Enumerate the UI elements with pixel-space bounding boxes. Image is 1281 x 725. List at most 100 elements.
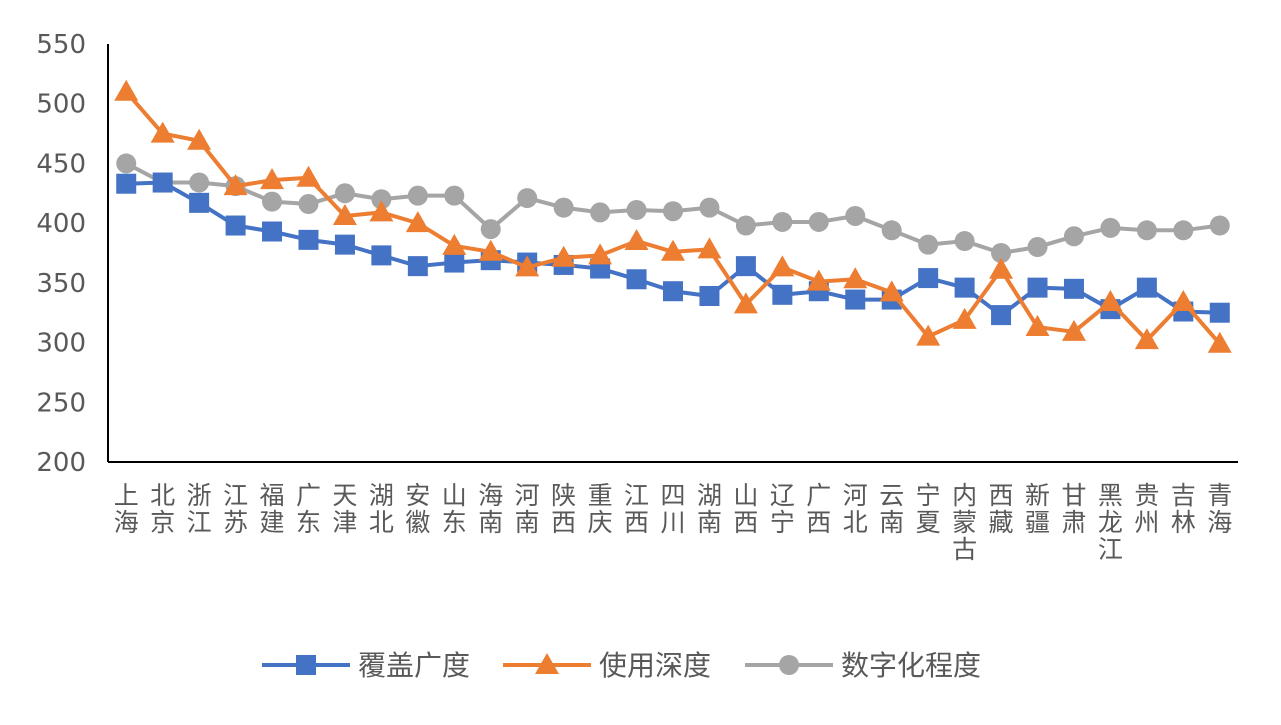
data-point	[189, 172, 210, 193]
data-point	[806, 269, 831, 291]
data-point	[334, 183, 355, 204]
data-point	[116, 153, 137, 174]
data-point	[590, 202, 611, 223]
data-point	[772, 284, 793, 305]
data-point	[697, 237, 722, 259]
data-point	[845, 289, 866, 310]
data-point	[1063, 278, 1084, 299]
y-tick-label: 500	[36, 90, 86, 120]
data-point	[952, 307, 977, 329]
x-tick-label: 吉林	[1171, 481, 1196, 537]
x-axis-ticks: 上海北京浙江江苏福建广东天津湖北安徽山东海南河南陕西重庆江西四川湖南山西辽宁广西…	[114, 481, 1233, 564]
legend-label: 覆盖广度	[358, 649, 470, 682]
legend-item: 使用深度	[503, 649, 711, 682]
data-point	[407, 256, 428, 277]
data-point	[332, 203, 357, 225]
data-point	[517, 188, 538, 209]
data-point	[369, 200, 394, 222]
data-point	[1207, 331, 1232, 353]
data-point	[152, 172, 173, 193]
data-point	[735, 256, 756, 277]
data-point	[1171, 289, 1196, 311]
y-tick-label: 350	[36, 269, 86, 299]
data-point	[954, 231, 975, 252]
data-point	[1209, 302, 1230, 323]
data-point	[588, 243, 613, 265]
data-point	[262, 191, 283, 212]
x-tick-label: 江苏	[223, 481, 248, 537]
data-point	[1025, 315, 1050, 337]
x-tick-label: 安徽	[405, 481, 430, 537]
data-point	[187, 128, 212, 150]
legend-label: 数字化程度	[841, 649, 981, 682]
data-point	[733, 292, 758, 314]
data-point	[1063, 226, 1084, 247]
data-point	[114, 79, 139, 101]
legend: 覆盖广度 使用深度 数字化程度	[262, 649, 981, 682]
data-point	[989, 257, 1014, 279]
x-tick-label: 山东	[442, 481, 467, 537]
y-tick-label: 300	[36, 329, 86, 359]
data-point	[371, 245, 392, 266]
data-point	[843, 267, 868, 289]
x-tick-label: 陕西	[551, 481, 576, 537]
data-point	[262, 221, 283, 242]
data-point	[1136, 220, 1157, 241]
x-tick-label: 北京	[150, 481, 175, 537]
data-point	[770, 255, 795, 277]
data-point	[845, 205, 866, 226]
data-point	[661, 239, 685, 261]
y-axis-ticks: 200 250 300 350 400 450 500 550	[36, 30, 86, 478]
legend-marker	[535, 653, 559, 674]
x-tick-label: 重庆	[588, 481, 613, 537]
data-point	[150, 121, 175, 143]
data-point	[405, 211, 430, 233]
data-point	[478, 239, 503, 261]
legend-marker	[296, 655, 316, 675]
data-point	[881, 220, 902, 241]
data-point	[735, 215, 756, 236]
x-tick-label: 新疆	[1025, 481, 1050, 537]
data-point	[1136, 277, 1157, 298]
data-point	[1027, 277, 1048, 298]
data-point	[1027, 237, 1048, 258]
data-point	[223, 174, 248, 196]
data-point	[808, 211, 829, 232]
x-tick-label: 海南	[478, 481, 503, 537]
data-point	[334, 234, 355, 255]
y-tick-label: 550	[36, 30, 86, 60]
x-tick-label: 西藏	[989, 481, 1014, 537]
data-point	[298, 194, 319, 215]
x-tick-label: 甘肃	[1061, 481, 1086, 537]
data-point	[442, 233, 467, 255]
x-tick-label: 云南	[879, 481, 904, 537]
data-point	[515, 255, 540, 277]
x-tick-label: 内蒙古	[952, 481, 977, 564]
x-tick-label: 河南	[515, 481, 540, 537]
series-layer	[114, 79, 1232, 353]
legend-item: 数字化程度	[745, 649, 981, 682]
data-point	[444, 185, 465, 206]
x-tick-label: 青海	[1207, 481, 1232, 537]
x-tick-label: 天津	[332, 481, 357, 537]
data-point	[553, 197, 574, 218]
x-tick-label: 黑龙江	[1098, 481, 1123, 564]
data-point	[1061, 319, 1086, 341]
data-point	[296, 165, 321, 187]
y-tick-label: 450	[36, 149, 86, 179]
x-tick-label: 辽宁	[770, 481, 795, 537]
data-point	[1100, 217, 1121, 238]
data-point	[918, 234, 939, 255]
series-0	[116, 172, 1230, 326]
data-point	[225, 215, 246, 236]
data-point	[991, 243, 1012, 263]
data-point	[916, 324, 941, 346]
x-tick-label: 上海	[114, 481, 139, 537]
data-point	[918, 268, 939, 289]
data-point	[879, 280, 904, 302]
data-point	[189, 192, 210, 213]
x-tick-label: 贵州	[1134, 481, 1159, 537]
data-point	[624, 229, 649, 251]
legend-label: 使用深度	[599, 649, 711, 682]
